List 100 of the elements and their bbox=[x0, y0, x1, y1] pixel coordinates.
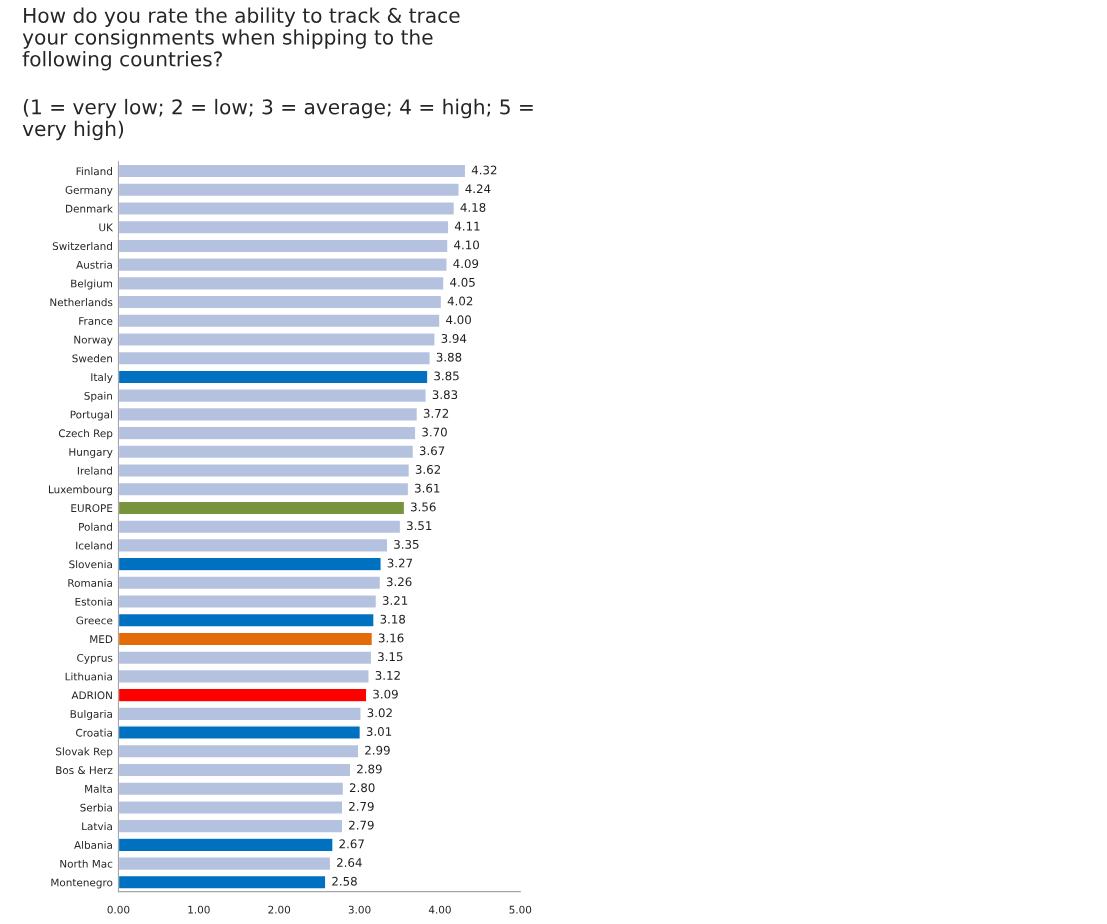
bar bbox=[118, 631, 374, 647]
y-tick-label: Bulgaria bbox=[70, 709, 112, 720]
data-label: 3.61 bbox=[415, 483, 440, 493]
y-tick-label: Latvia bbox=[82, 822, 112, 831]
bar bbox=[118, 537, 389, 553]
bar bbox=[118, 238, 449, 254]
y-tick-label: Hungary bbox=[69, 448, 113, 458]
bar bbox=[118, 257, 448, 273]
data-label: 4.18 bbox=[460, 202, 486, 212]
data-label: 2.79 bbox=[349, 801, 374, 811]
data-label: 3.21 bbox=[382, 596, 408, 605]
y-tick-label: Switzerland bbox=[52, 241, 112, 251]
data-label: 3.56 bbox=[411, 502, 436, 512]
data-label: 4.00 bbox=[446, 315, 471, 325]
data-label: 3.09 bbox=[373, 689, 398, 699]
y-tick-label: ADRION bbox=[71, 691, 112, 700]
y-tick-label: Ireland bbox=[77, 466, 112, 475]
y-tick-label: Portugal bbox=[70, 410, 112, 421]
data-label: 3.67 bbox=[419, 446, 445, 456]
x-tick-label: 4.00 bbox=[428, 905, 451, 914]
bar bbox=[118, 350, 431, 366]
bar bbox=[118, 294, 443, 310]
y-tick-label: Croatia bbox=[76, 728, 112, 737]
data-label: 3.83 bbox=[432, 390, 458, 400]
y-tick-label: Montenegro bbox=[51, 878, 113, 889]
bar bbox=[118, 219, 450, 235]
bar bbox=[118, 575, 382, 591]
y-tick-label: Luxembourg bbox=[49, 485, 112, 496]
data-label: 3.15 bbox=[378, 652, 403, 662]
bar bbox=[118, 650, 373, 666]
data-label: 3.35 bbox=[394, 539, 419, 549]
data-label: 2.79 bbox=[349, 820, 374, 830]
bar bbox=[118, 444, 415, 460]
y-tick-label: Romania bbox=[68, 578, 112, 587]
y-tick-label: Greece bbox=[76, 616, 113, 625]
data-label: 3.88 bbox=[436, 352, 462, 362]
y-tick-label: Italy bbox=[91, 372, 113, 384]
y-tick-label: Denmark bbox=[66, 204, 113, 213]
data-label: 3.18 bbox=[380, 614, 406, 624]
data-label: 3.27 bbox=[387, 558, 413, 568]
bar bbox=[118, 388, 427, 404]
bar bbox=[118, 725, 362, 740]
y-tick-label: Sweden bbox=[72, 354, 113, 363]
bar bbox=[118, 463, 411, 478]
data-label: 3.94 bbox=[441, 334, 467, 343]
chart-title: How do you rate the ability to track & trace your consignments when shipping to the following countries? bbox=[22, 7, 460, 71]
bar bbox=[118, 556, 382, 572]
data-label: 4.02 bbox=[447, 296, 473, 306]
y-tick-label: North Mac bbox=[60, 859, 113, 868]
data-label: 2.67 bbox=[339, 839, 364, 849]
y-tick-label: Iceland bbox=[76, 541, 112, 550]
data-label: 3.02 bbox=[367, 708, 392, 718]
data-label: 4.09 bbox=[453, 259, 479, 269]
bar bbox=[118, 874, 327, 890]
bar bbox=[118, 818, 344, 834]
data-label: 3.26 bbox=[386, 577, 412, 587]
data-label: 4.32 bbox=[471, 165, 497, 175]
y-tick-label: UK bbox=[99, 223, 114, 232]
bar bbox=[118, 201, 456, 216]
y-tick-label: MED bbox=[90, 635, 113, 643]
bar bbox=[118, 313, 441, 329]
bar bbox=[118, 706, 362, 722]
y-tick-label: Estonia bbox=[75, 597, 112, 606]
data-label: 3.72 bbox=[423, 408, 449, 418]
bar bbox=[118, 332, 436, 347]
y-tick-label: Finland bbox=[76, 167, 112, 176]
data-label: 2.89 bbox=[357, 764, 382, 774]
y-tick-label: Poland bbox=[79, 522, 112, 531]
x-tick-label: 3.00 bbox=[348, 905, 371, 914]
y-tick-label: EUROPE bbox=[71, 504, 113, 513]
y-tick-label: Serbia bbox=[80, 803, 112, 812]
y-tick-label: Slovenia bbox=[69, 560, 112, 569]
y-tick-label: Albania bbox=[74, 840, 112, 849]
bar bbox=[118, 425, 417, 441]
x-tick-label: 1.00 bbox=[188, 905, 210, 914]
bar bbox=[118, 668, 370, 684]
bar bbox=[118, 687, 368, 703]
chart-subtitle: (1 = very low; 2 = low; 3 = average; 4 = high; 5 = very high) bbox=[22, 98, 533, 141]
data-label: 4.24 bbox=[465, 184, 491, 194]
data-label: 3.62 bbox=[415, 465, 441, 474]
y-tick-label: Bos & Herz bbox=[56, 766, 113, 775]
y-tick-label: Norway bbox=[74, 335, 113, 346]
data-label: 2.99 bbox=[365, 745, 390, 755]
y-tick-label: Germany bbox=[65, 186, 113, 196]
bar bbox=[118, 856, 332, 872]
data-label: 2.58 bbox=[332, 876, 357, 886]
y-tick-label: Lithuania bbox=[65, 672, 112, 681]
bar bbox=[118, 519, 402, 535]
data-label: 3.51 bbox=[407, 521, 432, 531]
y-tick-label: France bbox=[79, 317, 113, 325]
data-label: 3.16 bbox=[378, 633, 404, 643]
bar bbox=[118, 369, 429, 385]
bar bbox=[118, 406, 419, 422]
data-label: 4.11 bbox=[454, 221, 480, 231]
bar bbox=[118, 800, 344, 815]
y-tick-label: Austria bbox=[76, 260, 112, 269]
y-tick-label: Slovak Rep bbox=[56, 747, 113, 758]
y-tick-label: Netherlands bbox=[50, 298, 113, 307]
bar bbox=[118, 743, 360, 759]
bar bbox=[118, 781, 345, 797]
